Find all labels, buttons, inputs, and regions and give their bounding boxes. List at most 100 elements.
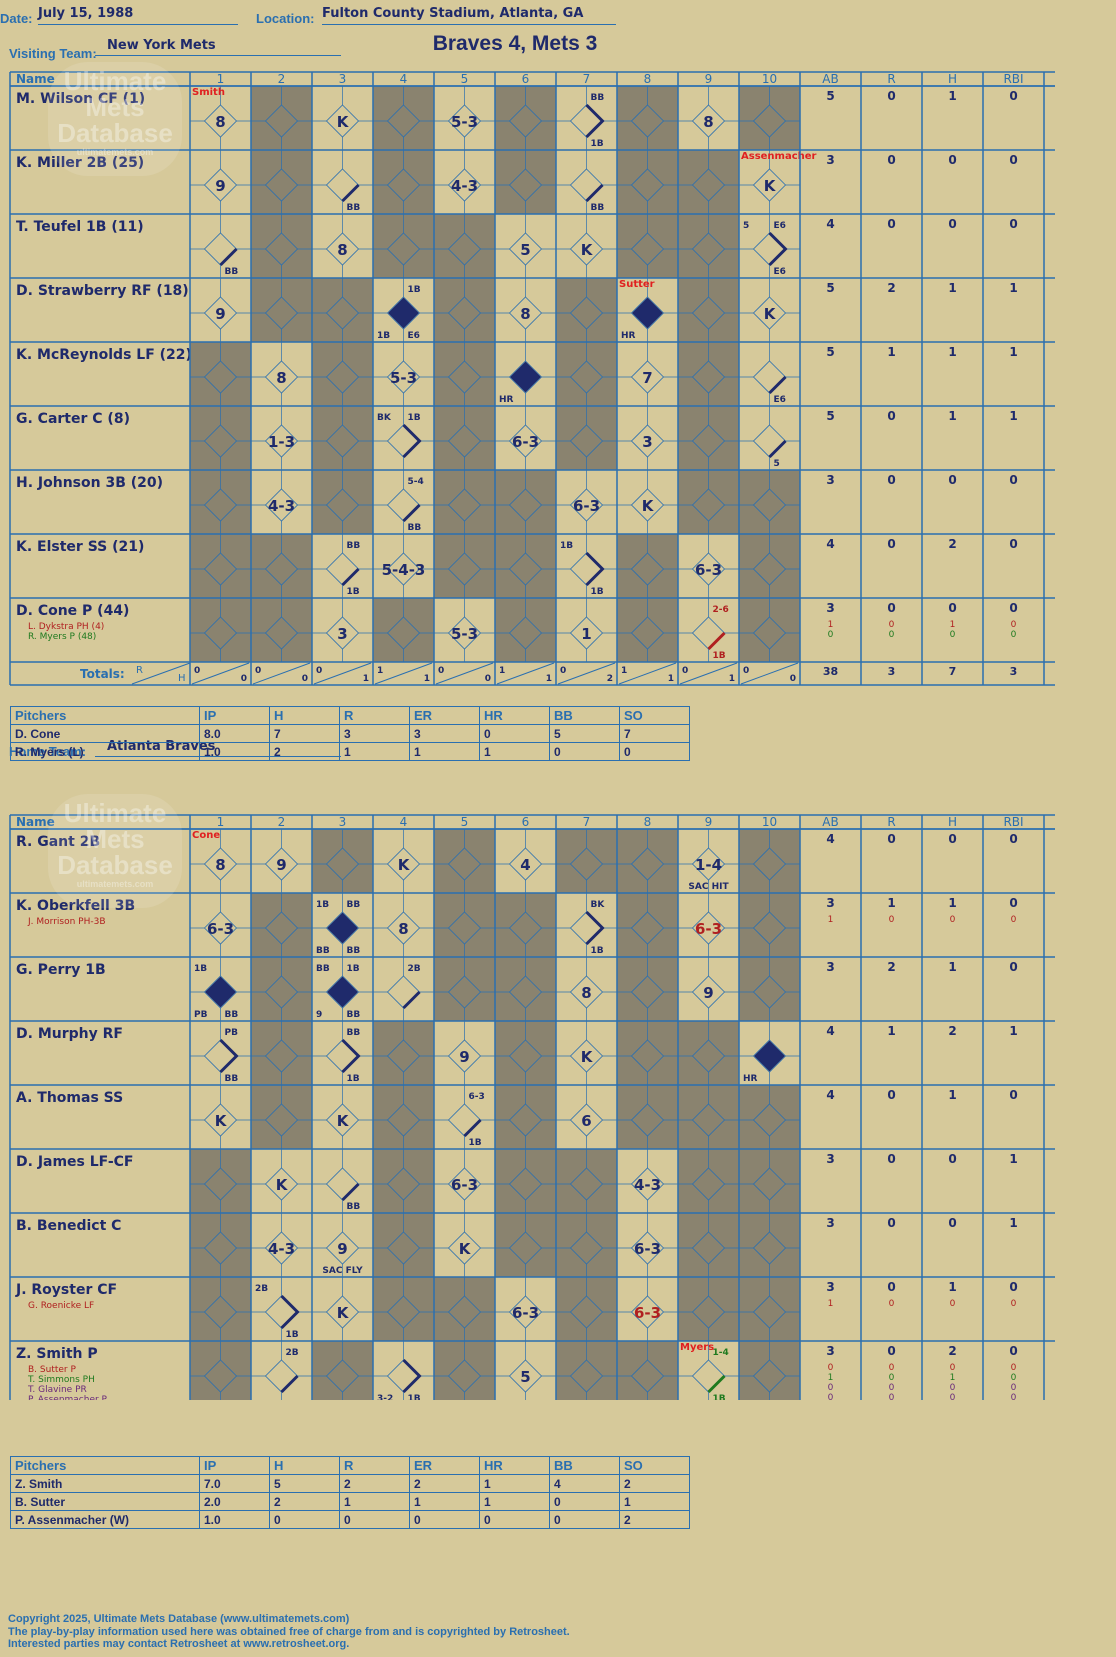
play-note: 1B (347, 1074, 360, 1084)
batter-stat: 2 (948, 1344, 956, 1358)
play-result: 8 (398, 920, 408, 938)
team-stat-total: 7 (949, 665, 957, 678)
base-diamond (264, 911, 299, 945)
pitcher-row: P. Assenmacher (W) 1.0 0 0 0 0 0 2 (10, 1510, 690, 1529)
base-diamond (264, 104, 299, 138)
substitute-stat: 0 (889, 1393, 895, 1400)
batter-stat: 3 (826, 1344, 834, 1358)
play-result: K (764, 177, 777, 195)
pitcher-stat: 0 (619, 742, 690, 761)
base-diamond (264, 847, 299, 881)
substitute-stat: 0 (1011, 620, 1017, 630)
location-value: Fulton County Stadium, Atlanta, GA (322, 6, 616, 25)
base-diamond (630, 1167, 665, 1201)
base-diamond (691, 424, 726, 458)
run-scored-diamond (754, 1040, 785, 1072)
substitute-stat: 1 (828, 915, 834, 925)
substitute-stat: 0 (1011, 1383, 1017, 1393)
play-result: 8 (276, 369, 286, 387)
inning-header-1: 1 (217, 815, 225, 829)
play-result: 9 (276, 856, 286, 874)
batter-stat: 1 (1009, 1216, 1017, 1230)
batter-stat: 1 (1009, 281, 1017, 295)
inning-runs-total: 0 (316, 666, 322, 676)
team-stat-total: 3 (1010, 665, 1018, 678)
base-diamond (630, 168, 665, 202)
play-note: BB (347, 203, 361, 213)
base-diamond (203, 424, 238, 458)
base-diamond (752, 1103, 787, 1137)
play-note: BB (316, 964, 330, 974)
base-diamond (691, 488, 726, 522)
base-diamond (691, 232, 726, 266)
play-note: 1B (713, 1394, 726, 1400)
pitcher-stat-header: R (339, 1456, 410, 1475)
inning-header-3: 3 (339, 72, 347, 86)
play-note: BB (591, 203, 605, 213)
batter-stat: 2 (948, 537, 956, 551)
substitute-stat: 0 (889, 1373, 895, 1383)
inning-header-10: 10 (762, 815, 777, 829)
base-path (585, 910, 605, 946)
play-note: 1B (591, 139, 604, 149)
copyright-text: Copyright 2025, Ultimate Mets Database (… (8, 1613, 350, 1625)
inning-header-4: 4 (400, 72, 408, 86)
pitcher-stat: 2 (619, 1510, 690, 1529)
base-diamond (691, 1231, 726, 1265)
base-diamond (752, 911, 787, 945)
play-result: 4-3 (634, 1176, 661, 1194)
base-diamond (203, 847, 238, 881)
batter-stat: 3 (826, 1152, 834, 1166)
pitcher-stat-header: IP (199, 706, 270, 725)
play-note: SAC HIT (688, 882, 729, 892)
totals-divider (374, 662, 433, 685)
batter-stat: 0 (948, 217, 956, 231)
play-note: 1B (347, 964, 360, 974)
substitute-stat: 1 (828, 1299, 834, 1309)
inning-header-10: 10 (762, 72, 777, 86)
batter-stat: 5 (826, 281, 834, 295)
batter-name: M. Wilson CF (1) (16, 91, 145, 107)
base-diamond (752, 1167, 787, 1201)
pitcher-stat: 3 (339, 724, 410, 743)
inning-hits-total: 1 (668, 674, 674, 684)
batter-row: Z. Smith P B. Sutter PT. Simmons PHT. Gla… (16, 1341, 1018, 1400)
base-diamond (447, 847, 482, 881)
watermark-line2: Mets (85, 92, 145, 122)
batter-stat: 2 (887, 960, 895, 974)
play-result: 6 (581, 1112, 591, 1130)
base-diamond (508, 168, 543, 202)
pitcher-stat-header: IP (199, 1456, 270, 1475)
batter-stat: 4 (826, 217, 834, 231)
pitcher-stat-header: ER (409, 706, 480, 725)
batter-name: A. Thomas SS (16, 1090, 123, 1106)
pitcher-stat: 2 (619, 1474, 690, 1493)
batter-stat: 1 (948, 960, 956, 974)
base-diamond (447, 1167, 482, 1201)
pitcher-stat: 3 (409, 724, 480, 743)
batter-stat: 0 (887, 473, 895, 487)
play-result: K (398, 856, 411, 874)
totals-divider (557, 662, 616, 685)
base-path (341, 183, 360, 203)
batter-stat: 0 (887, 153, 895, 167)
base-diamond (691, 360, 726, 394)
watermark-line3: Database (57, 118, 173, 148)
base-diamond (203, 296, 238, 330)
play-result: K (764, 305, 777, 323)
batter-row: G. Perry 1B 1B BB PB 1B BB BB 9 2B 8 9 3 2 1 0 (16, 957, 1018, 1021)
pitcher-stat: 0 (479, 724, 550, 743)
base-path (219, 1038, 239, 1074)
base-diamond (508, 847, 543, 881)
batter-name: T. Teufel 1B (11) (16, 219, 144, 235)
batter-stat: 1 (887, 896, 895, 910)
substitute-stat: 0 (889, 630, 895, 640)
base-path (341, 567, 360, 587)
play-result: K (215, 1112, 228, 1130)
batter-stat: 3 (826, 1216, 834, 1230)
pitchers-header-row: Pitchers IP H R ER HR BB SO (10, 1456, 690, 1475)
base-diamond (386, 1167, 421, 1201)
substitute-stat: 0 (950, 1363, 956, 1373)
inning-runs-total: 0 (682, 666, 688, 676)
play-result: 9 (459, 1048, 469, 1066)
